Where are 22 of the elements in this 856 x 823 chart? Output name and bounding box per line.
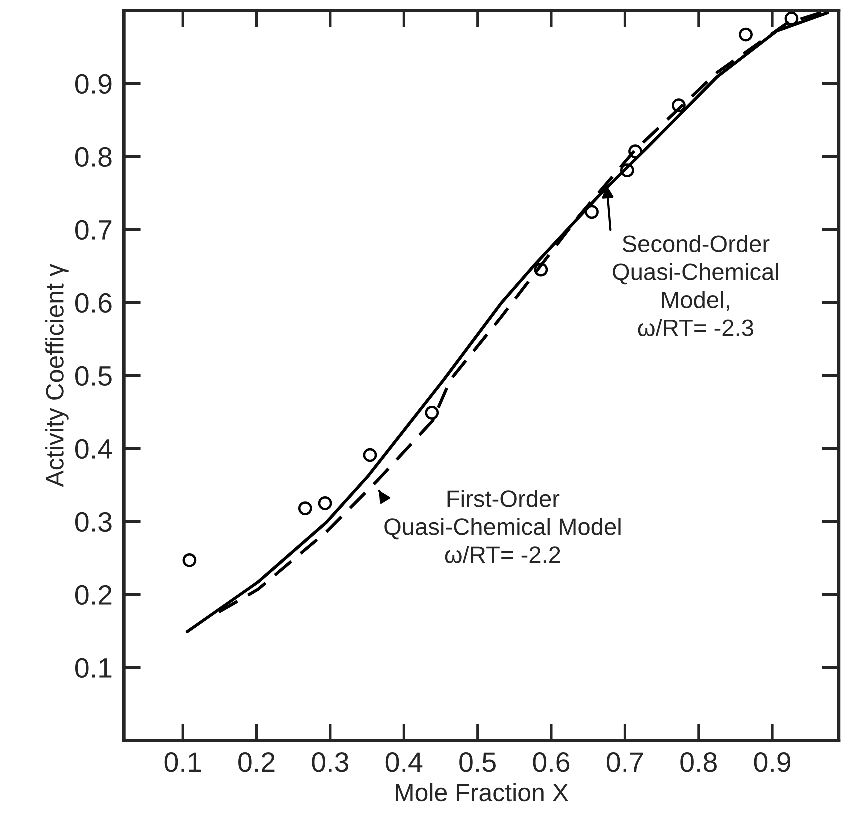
x-axis-title: Mole Fraction X: [396, 783, 569, 802]
y-tick-label: 0.9: [75, 74, 112, 94]
x-tick-label: 0.7: [606, 752, 644, 772]
x-tick-label: 0.8: [680, 752, 717, 772]
x-tick-label: 0.4: [386, 752, 423, 772]
x-tick-label: 0.9: [754, 752, 791, 772]
y-tick-label: 0.1: [75, 658, 112, 678]
y-axis-title: Activity Coefficient γ: [46, 264, 69, 488]
y-tick-label: 0.3: [75, 512, 112, 532]
x-tick-label: 0.1: [164, 752, 202, 772]
y-tick-label: 0.5: [75, 366, 112, 386]
annotation: Second-Order Quasi-Chemical Model, ω/RT= -2.3: [613, 235, 778, 336]
y-tick-label: 0.7: [75, 220, 112, 240]
x-tick-label: 0.2: [238, 752, 275, 772]
y-tick-label: 0.4: [75, 439, 112, 460]
x-tick-label: 0.3: [312, 752, 349, 772]
y-tick-label: 0.6: [75, 293, 112, 314]
y-tick-label: 0.8: [75, 147, 112, 168]
y-tick-label: 0.2: [75, 585, 112, 606]
x-tick-label: 0.6: [533, 752, 570, 772]
annotation: First-Order Quasi-Chemical Model ω/RT= -2.2: [384, 490, 621, 564]
x-tick-label: 0.5: [460, 752, 496, 772]
